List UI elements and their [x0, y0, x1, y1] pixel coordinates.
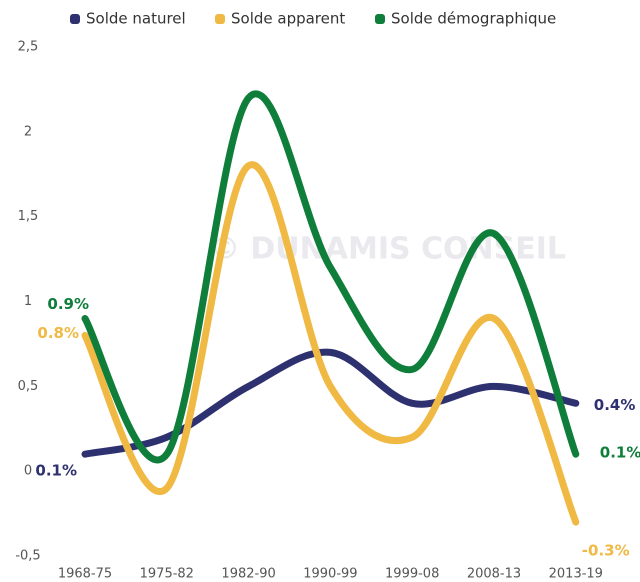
y-tick-label: 2,5 — [18, 40, 39, 55]
x-tick-label: 1975-82 — [140, 567, 194, 582]
y-tick-label: -0,5 — [15, 549, 40, 564]
line — [81, 90, 580, 464]
line — [81, 161, 580, 526]
legend-marker — [70, 14, 80, 24]
y-tick-label: 0 — [24, 464, 32, 479]
y-tick-label: 0,5 — [18, 379, 39, 394]
data-label: -0.3% — [582, 542, 630, 560]
data-label: 0.8% — [37, 324, 79, 342]
legend-label: Solde démographique — [391, 10, 556, 28]
x-tick-label: 1968-75 — [58, 567, 112, 582]
x-tick-label: 1999-08 — [385, 567, 439, 582]
x-tick-label: 2008-13 — [467, 567, 521, 582]
x-tick-label: 1982-90 — [221, 567, 275, 582]
line — [81, 348, 580, 458]
data-label: 0.1% — [35, 462, 77, 480]
legend-label: Solde naturel — [86, 10, 186, 28]
legend-marker — [215, 14, 225, 24]
data-label: 0.1% — [600, 444, 640, 462]
y-tick-label: 1 — [24, 294, 32, 309]
data-label: 0.4% — [594, 396, 636, 414]
legend-marker — [375, 14, 385, 24]
y-tick-label: 2 — [24, 124, 32, 139]
y-tick-label: 1,5 — [18, 209, 39, 224]
data-label: 0.9% — [47, 295, 89, 313]
legend-label: Solde apparent — [231, 10, 345, 28]
x-tick-label: 1990-99 — [303, 567, 357, 582]
x-tick-label: 2013-19 — [549, 567, 603, 582]
